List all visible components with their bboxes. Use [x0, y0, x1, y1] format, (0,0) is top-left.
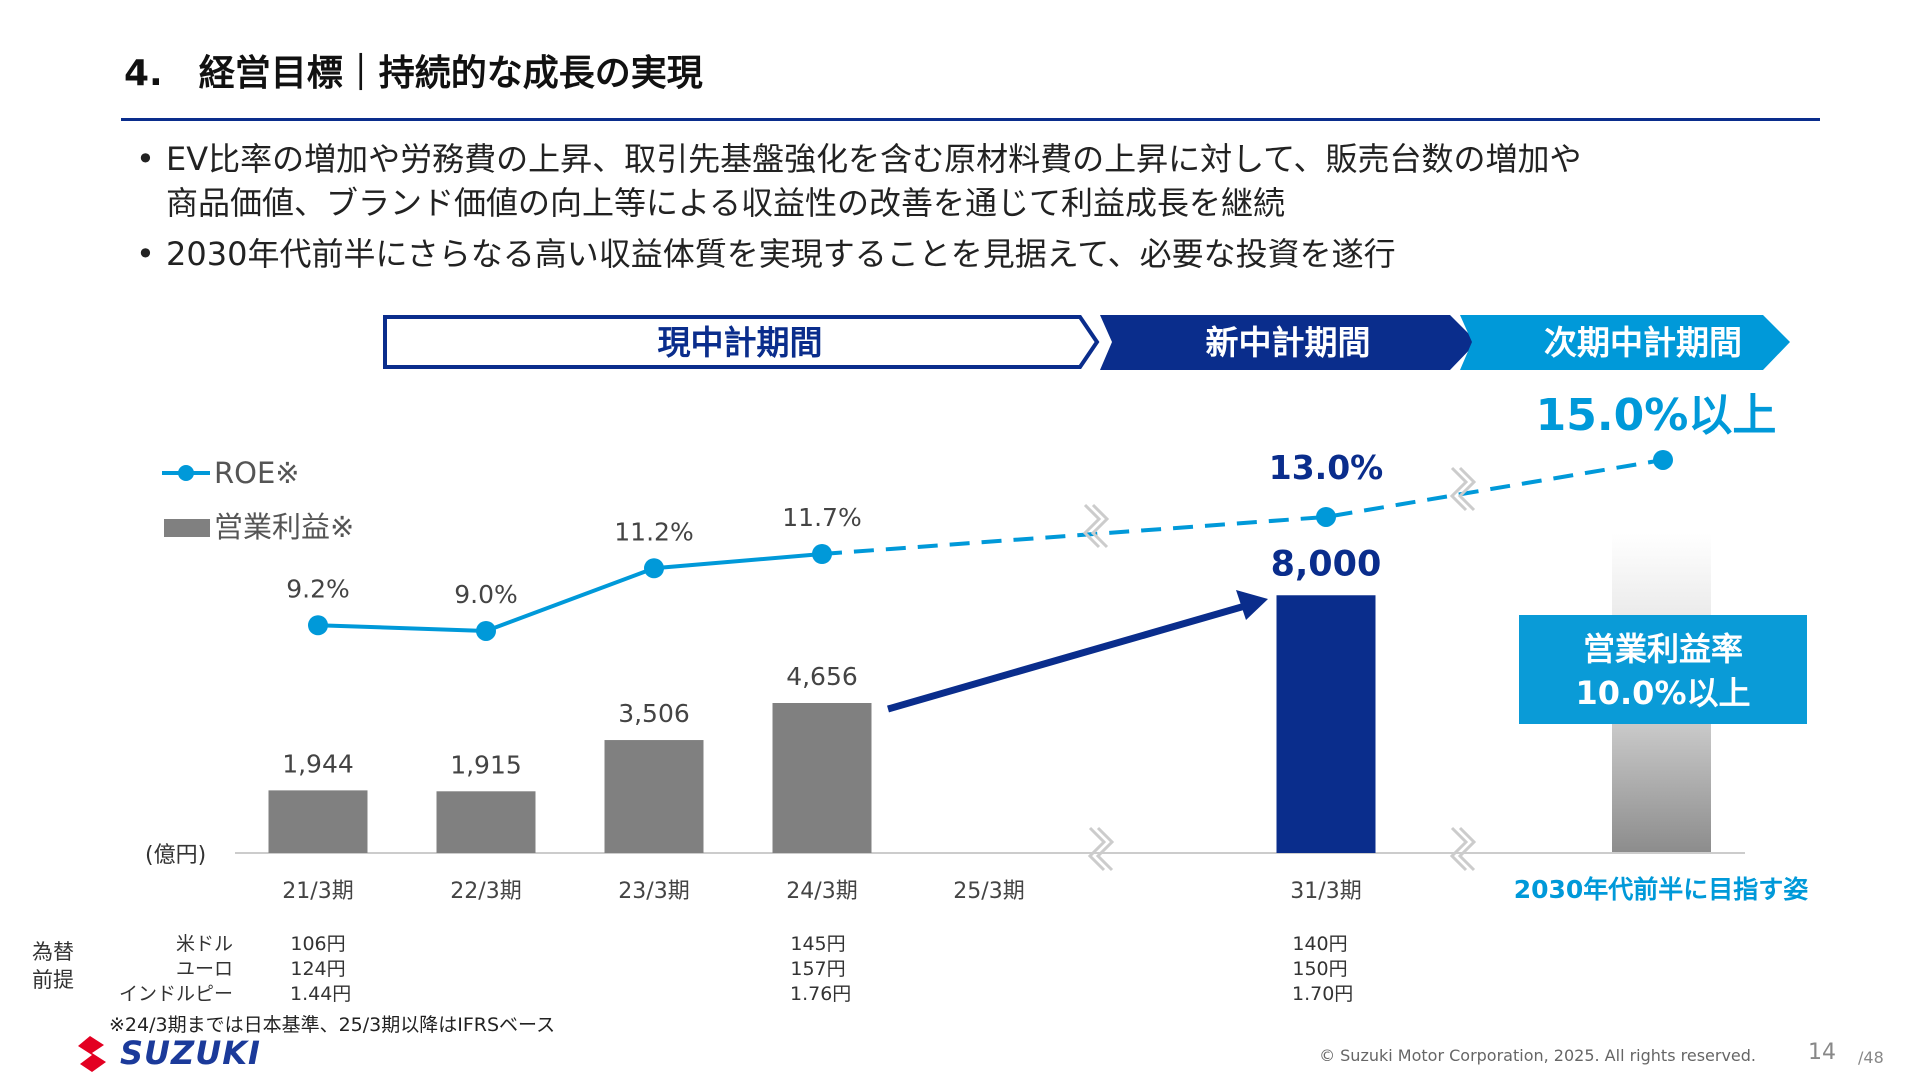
fx-value: 106円	[290, 933, 346, 955]
fx-heading-line1: 為替	[32, 940, 74, 964]
fx-value: 1.76円	[790, 983, 852, 1005]
title-rule	[121, 118, 1820, 121]
x-tick-label-4: 25/3期	[953, 879, 1024, 904]
x-tick-label-6: 2030年代前半に目指す姿	[1514, 875, 1809, 904]
fx-row-label: 米ドル	[175, 933, 233, 955]
bar-label-1: 1,915	[450, 750, 522, 779]
legend-op-profit-label: 営業利益※	[214, 510, 354, 544]
period-new-label: 新中計期間	[1206, 323, 1371, 362]
roe-point-5	[1316, 506, 1336, 527]
bar-3	[772, 703, 872, 853]
growth-arrow	[887, 602, 1246, 713]
roe-label-3: 11.7%	[782, 503, 861, 532]
bullet-2: • 2030年代前半にさらなる高い収益体質を実現することを見据えて、必要な投資を遂…	[136, 235, 1396, 273]
period-next-label: 次期中計期間	[1544, 323, 1742, 362]
period-next-banner	[1460, 315, 1790, 370]
suzuki-logo: SUZUKI	[120, 1034, 261, 1072]
period-current-label: 現中計期間	[658, 323, 823, 362]
roe-point-2	[644, 558, 664, 579]
fx-value: 157円	[790, 958, 846, 980]
page-total: /48	[1858, 1048, 1884, 1067]
x-tick-label-0: 21/3期	[282, 879, 353, 904]
bar-label-0: 1,944	[282, 749, 354, 778]
roe-label-0: 9.2%	[286, 574, 350, 603]
bullet-1-line1: EV比率の増加や労務費の上昇、取引先基盤強化を含む原材料費の上昇に対して、販売台…	[166, 140, 1582, 178]
bar-label-2: 3,506	[618, 699, 690, 728]
roe-label-5: 13.0%	[1269, 448, 1384, 487]
legend-roe-label: ROE※	[214, 456, 300, 490]
fx-value: 150円	[1292, 958, 1348, 980]
target-margin-line1: 営業利益率	[1583, 630, 1743, 668]
fx-row-label: ユーロ	[175, 958, 233, 980]
roe-point-1	[476, 620, 496, 641]
legend-op-profit-swatch	[164, 519, 210, 537]
fx-heading: 為替 前提	[32, 938, 74, 994]
roe-line-actual	[317, 552, 823, 633]
x-tick-label-2: 23/3期	[618, 879, 689, 904]
copyright: © Suzuki Motor Corporation, 2025. All ri…	[1319, 1046, 1756, 1065]
roe-point-3	[812, 544, 832, 564]
roe-label-2: 11.2%	[614, 517, 693, 546]
roe-point-0	[308, 615, 328, 636]
x-tick-label-1: 22/3期	[450, 879, 521, 904]
x-tick-label-3: 24/3期	[786, 879, 857, 904]
bar-5	[1276, 595, 1376, 853]
fx-value: 145円	[790, 933, 846, 955]
period-current-banner	[383, 315, 1100, 369]
bar-label-5: 8,000	[1271, 544, 1382, 584]
fx-value: 1.70円	[1292, 983, 1354, 1005]
target-margin-box	[1519, 615, 1807, 724]
unit-label: (億円)	[145, 843, 206, 868]
suzuki-logo-mark	[78, 1036, 106, 1072]
page-title: 4. 経営目標｜持続的な成長の実現	[124, 53, 703, 94]
x-tick-label-5: 31/3期	[1290, 879, 1361, 904]
roe-label-6: 15.0%以上	[1536, 390, 1777, 441]
target-margin-line2: 10.0%以上	[1575, 674, 1750, 712]
bar-label-3: 4,656	[786, 662, 858, 691]
roe-label-1: 9.0%	[454, 580, 518, 609]
page-number: 14	[1808, 1040, 1836, 1065]
bar-0	[268, 790, 368, 853]
legend-roe-marker	[178, 465, 194, 481]
footnote: ※24/3期までは日本基準、25/3期以降はIFRSベース	[109, 1014, 556, 1036]
growth-arrow-head	[1236, 590, 1268, 620]
bullet-1-line2: 商品価値、ブランド価値の向上等による収益性の改善を通じて利益成長を継続	[166, 184, 1286, 222]
bar-2	[604, 740, 704, 853]
bullet-1: • EV比率の増加や労務費の上昇、取引先基盤強化を含む原材料費の上昇に対して、販売…	[136, 140, 1582, 178]
roe-point-6	[1653, 449, 1673, 470]
fx-value: 124円	[290, 958, 346, 980]
fx-value: 1.44円	[290, 983, 352, 1005]
fx-heading-line2: 前提	[32, 968, 74, 992]
period-new-banner	[1100, 315, 1477, 370]
roe-line-target	[821, 457, 1664, 556]
bar-1	[436, 791, 536, 853]
bullet-2-line1: 2030年代前半にさらなる高い収益体質を実現することを見据えて、必要な投資を遂行	[166, 235, 1396, 273]
fx-row-label: インドルピー	[118, 983, 233, 1005]
axis-break-marks	[1082, 466, 1477, 872]
fx-value: 140円	[1292, 933, 1348, 955]
